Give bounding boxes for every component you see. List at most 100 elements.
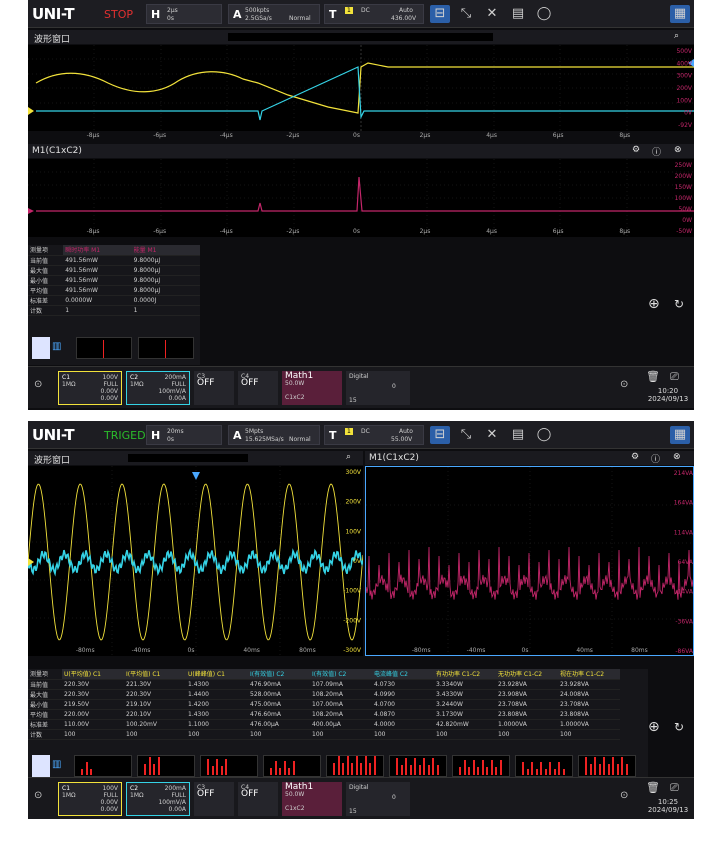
channel-1-box[interactable]: C1 100V 1MΩ FULL 0.00V 0.00V — [58, 371, 122, 405]
meas-header-4[interactable]: I(有效值) C2 — [248, 669, 310, 680]
trigger-button[interactable]: T 1 DC Auto 436.00V — [324, 4, 424, 24]
wave2-y-tick-6: -300V — [343, 647, 362, 654]
meas-header-3[interactable]: U(峰峰值) C1 — [186, 669, 248, 680]
refresh-icon-2[interactable]: ↻ — [674, 720, 685, 734]
histogram-icon[interactable]: ▥ — [52, 341, 62, 352]
meas-cell: 220.10V — [124, 709, 186, 720]
math-plot-2[interactable]: 214VA 164VA 114VA 64VA 14VA -36VA -86VA — [365, 466, 694, 656]
math-x-tick-2: -4μs — [219, 228, 233, 235]
meas-cell: 9.8000μJ — [131, 275, 200, 286]
run-status-triged[interactable]: TRIGED — [104, 429, 146, 442]
run-status-stop[interactable]: STOP — [104, 8, 133, 21]
channel-3-box[interactable]: C3 OFF — [194, 371, 234, 405]
meas-cell: 4.0990 — [372, 689, 434, 700]
zoom-search-icon[interactable]: ⌕ — [674, 31, 680, 41]
meas-header-1[interactable]: U(平均值) C1 — [62, 669, 124, 680]
trigger-pos-marker-2 — [192, 472, 200, 480]
ch1-ground-marker — [28, 107, 34, 115]
zoom-search-icon-2[interactable]: ⌕ — [346, 452, 352, 462]
top-toolbar: UNI-T STOP H 2μs 0s A 500kpts 2.5GSa/s N… — [28, 0, 694, 28]
help-icon-2[interactable]: ⓘ — [651, 455, 661, 465]
meas-cell: 1.4400 — [186, 689, 248, 700]
add-measure-icon[interactable]: ⊕ — [648, 296, 660, 312]
table-view-icon-2[interactable] — [32, 755, 50, 777]
wave-plot[interactable]: 500V 400V 300V 200V 100V 0V -92V — [28, 45, 694, 131]
table-view-icon[interactable] — [32, 337, 50, 359]
meas-header-2[interactable]: I(平均值) C1 — [124, 669, 186, 680]
trash-icon-2[interactable]: 🗑 — [646, 781, 660, 794]
meas-cell: 100 — [124, 729, 186, 740]
math2-x-tick-3: 40ms — [576, 647, 593, 654]
horizontal-button[interactable]: H 2μs 0s — [146, 4, 222, 24]
wave-window-header: 波形窗口 ⌕ — [28, 30, 694, 45]
channel-1-box-2[interactable]: C1 100V 1MΩ FULL 0.00V 0.00V — [58, 782, 122, 816]
nav-left-icon-2[interactable]: ⊙ — [34, 790, 43, 801]
gear-icon-2[interactable]: ⚙ — [631, 452, 640, 462]
meas-cell: 220.00V — [62, 709, 124, 720]
add-measure-icon-2[interactable]: ⊕ — [648, 719, 660, 735]
meas-header-2[interactable]: 能量 M1 — [131, 245, 200, 256]
cursor-icon[interactable]: ⤡ — [460, 6, 472, 21]
meas-header-8[interactable]: 无功功率 C1-C2 — [496, 669, 558, 680]
refresh-icon[interactable]: ↻ — [674, 297, 685, 311]
screenshot-icon[interactable]: ⎚ — [670, 370, 679, 383]
record-overview-bar-2[interactable] — [128, 454, 248, 462]
trigger-edge-icon-2[interactable]: ✕ — [486, 427, 498, 442]
meas-cell: 最大值 — [28, 689, 62, 700]
channel-3-box-2[interactable]: C3 OFF — [194, 782, 234, 816]
horizontal-button-2[interactable]: H 20ms 0s — [146, 425, 222, 445]
channel-2-box-2[interactable]: C2 200mA 1MΩ FULL 100mV/A 0.00A — [126, 782, 190, 816]
search-circle-icon-2[interactable]: ◯ — [536, 427, 552, 442]
ch1-trace — [35, 62, 694, 114]
measure-icon[interactable]: ⊟ — [430, 5, 450, 23]
table-row: 最小值 219.50V 219.10V 1.4200 475.00mA 107.00mA 4… — [28, 699, 620, 710]
math-plot[interactable]: 250W 200W 150W 100W 50W 0W -50W — [28, 159, 694, 237]
meas-header-0: 测量项 — [28, 245, 64, 256]
acquire-button-2[interactable]: A 5Mpts 15.625MSa/s Normal — [228, 425, 320, 445]
meas-header-6[interactable]: 电流峰值 C2 — [372, 669, 434, 680]
meas-header-1[interactable]: 瞬时功率 M1 — [63, 245, 132, 256]
math-channel-box[interactable]: Math1 50.0W C1xC2 — [282, 371, 342, 405]
wave-y-tick-4: 100V — [676, 97, 692, 104]
wave-plot-2[interactable]: 300V 200V 100V 0V -100V -200V -300V — [28, 466, 363, 656]
document-icon[interactable]: ▤ — [511, 6, 525, 21]
meas-cell: 当前值 — [28, 679, 62, 690]
math-x-axis: -8μs -6μs -4μs -2μs 0s 2μs 4μs 6μs 8μs — [28, 228, 694, 238]
math-x-tick-8: 8μs — [619, 228, 631, 235]
channel-4-box[interactable]: C4 OFF — [238, 371, 278, 405]
nav-right-icon[interactable]: ⊙ — [620, 379, 629, 390]
digital-channel-box[interactable]: Digital 0 15 — [346, 371, 410, 405]
meas-header-7[interactable]: 有功功率 C1-C2 — [434, 669, 496, 680]
meas-cell: 平均值 — [28, 709, 62, 720]
channel-4-box-2[interactable]: C4 OFF — [238, 782, 278, 816]
acquire-button[interactable]: A 500kpts 2.5GSa/s Normal — [228, 4, 320, 24]
measure-icon-2[interactable]: ⊟ — [430, 426, 450, 444]
digital-channel-box-2[interactable]: Digital 0 15 — [346, 782, 410, 816]
wave-y-tick-3: 200V — [676, 85, 692, 92]
record-overview-bar[interactable] — [228, 33, 493, 41]
trash-icon[interactable]: 🗑 — [646, 370, 660, 383]
nav-right-icon-2[interactable]: ⊙ — [620, 790, 629, 801]
trigger-button-2[interactable]: T 1 DC Auto 55.00V — [324, 425, 424, 445]
cursor-icon-2[interactable]: ⤡ — [460, 427, 472, 442]
math-channel-box-2[interactable]: Math1 50.0W C1xC2 — [282, 782, 342, 816]
table-row: 计数 1 1 — [28, 305, 200, 316]
help-icon[interactable]: ⓘ — [652, 148, 662, 158]
document-icon-2[interactable]: ▤ — [511, 427, 525, 442]
app-menu-icon-2[interactable]: ▦ — [670, 426, 690, 444]
search-circle-icon[interactable]: ◯ — [536, 6, 552, 21]
screenshot-icon-2[interactable]: ⎚ — [670, 781, 679, 794]
channel-2-box[interactable]: C2 200mA 1MΩ FULL 100mV/A 0.00A — [126, 371, 190, 405]
close-icon-2[interactable]: ⊗ — [673, 452, 681, 462]
app-menu-icon[interactable]: ▦ — [670, 5, 690, 23]
trigger-edge-icon[interactable]: ✕ — [486, 6, 498, 21]
nav-left-icon[interactable]: ⊙ — [34, 379, 43, 390]
gear-icon[interactable]: ⚙ — [632, 145, 641, 155]
histogram-thumb-1 — [76, 337, 132, 359]
histogram-icon-2[interactable]: ▥ — [52, 759, 62, 770]
clock: 10:20 2024/09/13 — [647, 387, 689, 403]
meas-header-9[interactable]: 视在功率 C1-C2 — [558, 669, 620, 680]
close-icon[interactable]: ⊗ — [674, 145, 682, 155]
meas-header-5[interactable]: I(有效值) C2 — [310, 669, 372, 680]
math2-y-tick-0: 214VA — [674, 470, 694, 477]
